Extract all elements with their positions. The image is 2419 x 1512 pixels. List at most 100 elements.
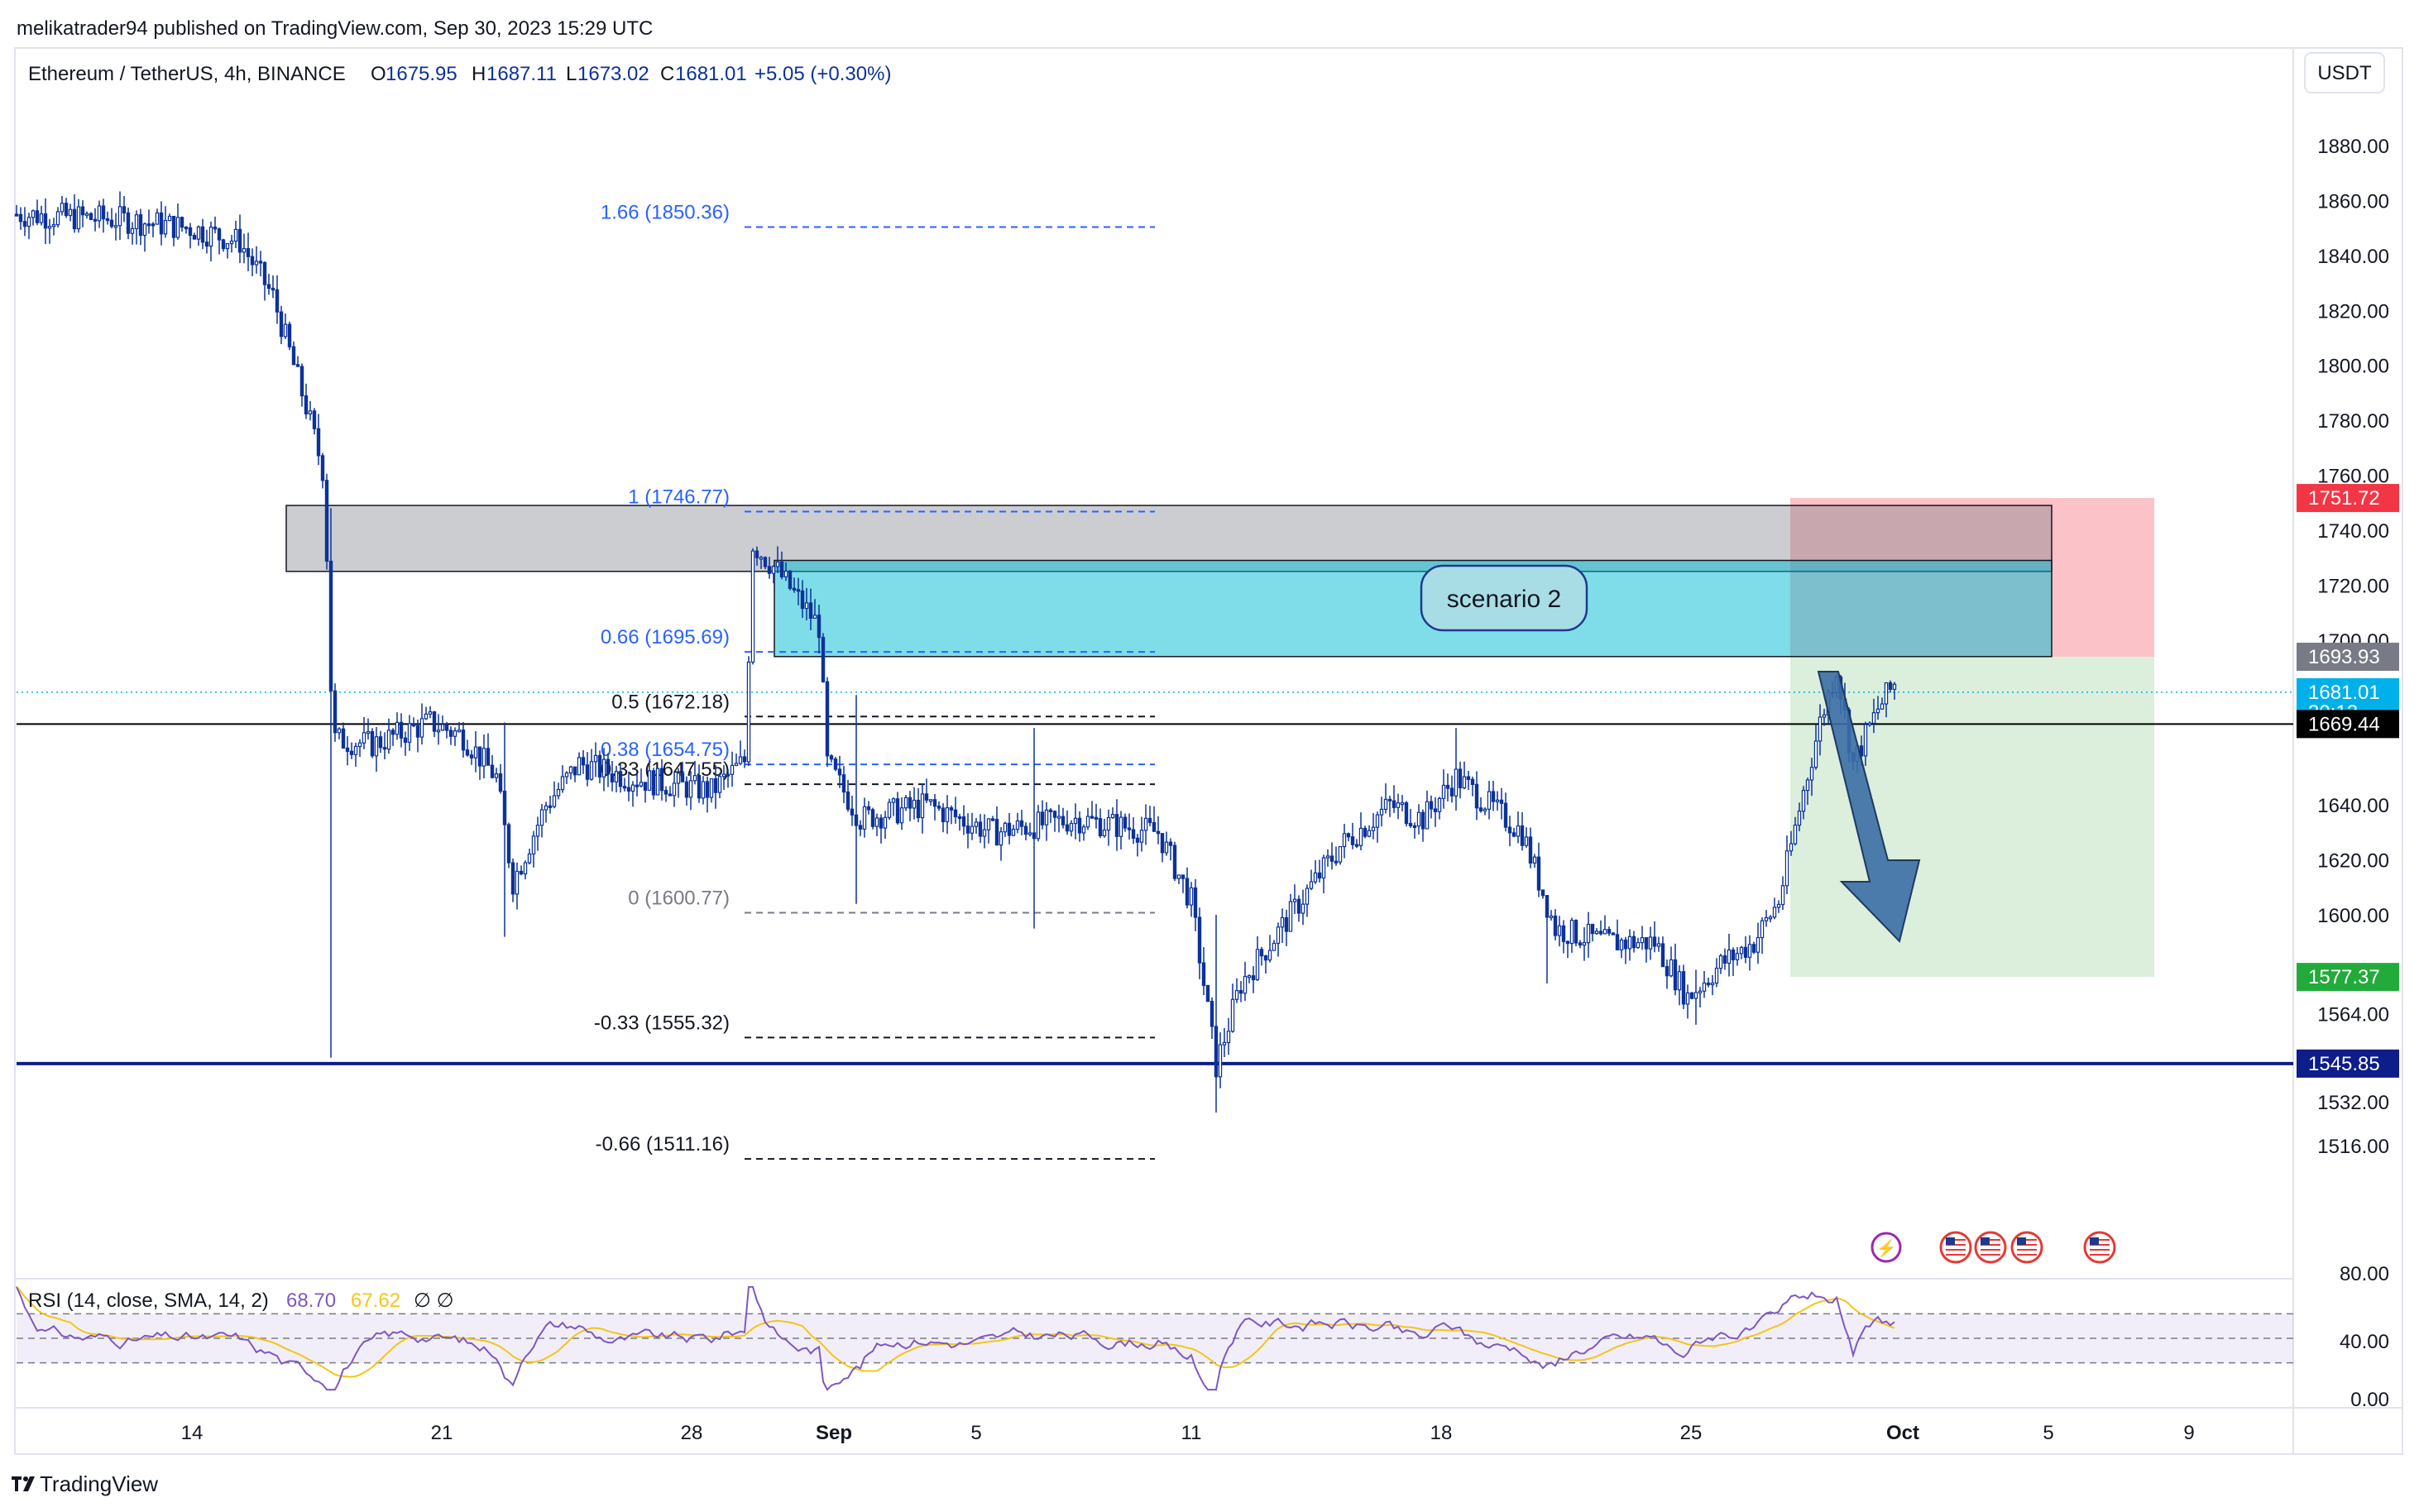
fib-level-label: -0.33 (1555.32) bbox=[594, 1012, 730, 1034]
candle-body bbox=[349, 750, 354, 755]
candle-body bbox=[1867, 722, 1872, 725]
candle-body bbox=[531, 835, 536, 855]
candle-body bbox=[180, 217, 184, 228]
price-tick-label: 1780.00 bbox=[2317, 410, 2389, 433]
candle-body bbox=[171, 215, 176, 238]
candle-body bbox=[465, 749, 470, 756]
candle-body bbox=[510, 862, 515, 895]
candle-body bbox=[333, 690, 338, 734]
candle-body bbox=[779, 561, 784, 578]
rsi-value: 68.70 bbox=[286, 1290, 336, 1312]
candle-body bbox=[1644, 937, 1649, 950]
event-markers[interactable]: ⚡ bbox=[1871, 1231, 2116, 1264]
candle-body bbox=[1176, 874, 1181, 879]
currency-button[interactable]: USDT bbox=[2304, 52, 2385, 93]
candle-body bbox=[899, 807, 904, 824]
candle-body bbox=[953, 809, 958, 818]
candle-body bbox=[250, 256, 255, 266]
candle-body bbox=[1210, 1001, 1214, 1027]
candle-body bbox=[1301, 903, 1305, 914]
time-tick-label: 28 bbox=[681, 1422, 703, 1444]
supply-zone-cyan[interactable] bbox=[774, 559, 2053, 658]
fib-extension[interactable]: 1.66 (1850.36) 1 (1746.77) 0.66 (1695.69) 0… bbox=[594, 201, 1155, 1160]
candle-body bbox=[680, 773, 685, 782]
candle-body bbox=[1735, 953, 1740, 960]
candle-body bbox=[796, 589, 801, 592]
us-flag-event-icon[interactable] bbox=[2010, 1231, 2043, 1264]
candle-body bbox=[1147, 817, 1152, 824]
candle-body bbox=[635, 784, 639, 787]
price-axis[interactable]: 1880.00 1860.00 1840.00 1820.00 1800.00 1780.… bbox=[2297, 136, 2399, 1158]
candle-body bbox=[1313, 872, 1318, 883]
price-tick-label: 1516.00 bbox=[2317, 1136, 2389, 1158]
candle-body bbox=[51, 224, 56, 227]
candle-body bbox=[1259, 949, 1264, 957]
candle-body bbox=[879, 817, 884, 829]
candle-body bbox=[1168, 841, 1173, 846]
candle-body bbox=[1483, 808, 1487, 811]
low-value: 1673.02 bbox=[577, 63, 649, 85]
candle-body bbox=[1007, 822, 1012, 836]
candle-body bbox=[870, 809, 875, 827]
candle-body bbox=[175, 217, 180, 238]
candle-body bbox=[1040, 811, 1045, 825]
candle-body bbox=[291, 346, 296, 366]
bearish-arrow[interactable] bbox=[1817, 671, 1921, 943]
candle-body bbox=[957, 816, 962, 820]
candle-body bbox=[1317, 872, 1322, 879]
candle-body bbox=[949, 806, 954, 811]
candle-body bbox=[1611, 932, 1616, 935]
candle-body bbox=[1077, 817, 1082, 834]
us-flag-event-icon[interactable] bbox=[1939, 1231, 1972, 1264]
candle-body bbox=[759, 557, 764, 560]
candle-body bbox=[486, 748, 491, 766]
take-profit-zone[interactable] bbox=[1790, 657, 2154, 978]
candle-body bbox=[1565, 940, 1570, 945]
candle-body bbox=[792, 587, 797, 591]
candle-body bbox=[55, 211, 60, 226]
candle-body bbox=[990, 818, 995, 821]
candle-body bbox=[1094, 816, 1099, 820]
price-tick-label: 1840.00 bbox=[2317, 246, 2389, 268]
tradingview-logo[interactable]: TradingView bbox=[12, 1469, 158, 1499]
candle-body bbox=[1574, 919, 1578, 944]
candle-body bbox=[295, 364, 300, 367]
us-flag-event-icon[interactable] bbox=[1974, 1231, 2007, 1264]
candle-body bbox=[1656, 943, 1661, 947]
candle-body bbox=[1462, 776, 1467, 789]
time-tick-label: Sep bbox=[816, 1422, 852, 1444]
low-label: L bbox=[566, 63, 577, 85]
publisher-line: melikatrader94 published on TradingView.… bbox=[17, 17, 653, 40]
rsi-pane[interactable]: RSI (14, close, SMA, 14, 2) 68.70 67.62 ∅ ∅… bbox=[16, 1263, 2389, 1411]
candle-body bbox=[1048, 809, 1053, 812]
symbol-name: Ethereum / TetherUS, 4h, BINANCE bbox=[28, 63, 346, 85]
candle-body bbox=[217, 228, 222, 241]
candle-body bbox=[1321, 857, 1326, 879]
candle-body bbox=[1251, 975, 1256, 981]
candle-body bbox=[734, 763, 739, 766]
candle-body bbox=[804, 602, 809, 610]
candle-body bbox=[494, 773, 499, 778]
candle-body bbox=[721, 773, 726, 778]
candle-body bbox=[1185, 878, 1190, 906]
candle-body bbox=[1056, 816, 1061, 819]
price-marker-label: 1577.37 bbox=[2308, 966, 2380, 988]
candle-body bbox=[1135, 837, 1140, 843]
time-axis[interactable]: 14 21 28 Sep 5 11 18 25 Oct 5 9 bbox=[181, 1422, 2195, 1444]
us-flag-event-icon[interactable] bbox=[2083, 1231, 2116, 1264]
candle-body bbox=[523, 862, 528, 875]
candle-body bbox=[1280, 916, 1285, 928]
candle-body bbox=[1809, 767, 1814, 781]
change-value: +5.05 (+0.30%) bbox=[754, 63, 891, 85]
close-value: 1681.01 bbox=[675, 63, 747, 85]
scenario-callout[interactable] bbox=[1420, 564, 1588, 632]
lightning-event-icon[interactable] bbox=[1871, 1232, 1902, 1263]
annotations[interactable]: scenario 2 bbox=[1420, 564, 1921, 943]
candle-body bbox=[589, 761, 594, 780]
drawing-zones[interactable] bbox=[285, 498, 2154, 978]
time-tick-label: 11 bbox=[1181, 1422, 1202, 1444]
candle-body bbox=[916, 799, 921, 819]
candle-body bbox=[14, 213, 19, 217]
candle-body bbox=[1503, 802, 1508, 828]
